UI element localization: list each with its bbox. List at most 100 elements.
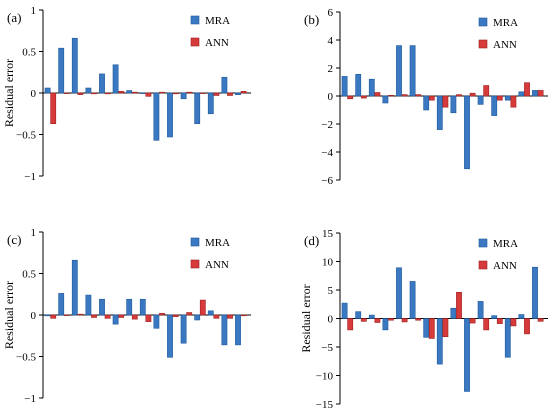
y-tick-label: −10 [316,371,334,383]
bar-mra [112,314,119,325]
y-tick-label: 0 [31,88,37,100]
bar-ann [483,85,490,97]
bar-ann [469,318,476,324]
bar-ann [347,95,354,100]
bar-mra [153,92,160,141]
bar-ann [428,318,435,339]
bar-mra [207,92,214,115]
legend-swatch-mra [190,237,200,247]
bar-mra [71,37,78,94]
bar-ann [77,92,84,95]
bar-mra [477,301,484,319]
bar-ann [213,314,220,319]
bar-mra [409,281,416,319]
chart-b: −6 −4 −2 0 2 4 6 (b) MRA ANN [304,7,548,187]
bar-mra [368,78,375,97]
y-tick-label: 0 [328,91,334,103]
bar-mra [464,95,470,170]
bar-mra [464,318,470,392]
y-tick-label: −5 [321,342,333,354]
legend: MRA ANN [478,238,518,272]
legend: MRA ANN [478,17,518,51]
y-tick-label: 2 [328,63,334,75]
bar-mra [504,95,511,101]
bar-ann [104,314,111,319]
bar-ann [347,318,354,331]
bar-mra [221,76,228,94]
bar-mra [382,95,389,104]
bar-mra [532,90,538,97]
bar-ann [415,94,422,97]
bar-mra [504,318,511,358]
bar-ann [172,314,179,317]
chart-c: −1 −0.5 0 0.5 1 (c) Residual error MRA ANN [2,227,251,405]
bar-ann [374,318,381,323]
bar-ann [63,92,70,94]
bar-ann [240,91,247,94]
bar-mra [423,318,430,338]
bar-ann [496,318,503,324]
bar-mra [436,95,443,130]
y-axis-title: Residual error [2,59,16,127]
bar-ann [159,91,165,94]
bar-ann [401,94,408,97]
bar-ann [104,92,111,95]
y-tick-label: −1 [24,171,36,183]
bar-ann [77,313,84,316]
bar-mra [409,45,416,97]
bar-mra [491,315,498,319]
bar-mra [341,76,348,97]
bar-mra [532,266,538,319]
bar-mra [167,92,173,138]
bar-mra [355,311,362,319]
bar-ann [91,314,97,318]
bar-ann [496,95,503,101]
y-tick-label: 0.5 [22,47,36,59]
bar-ann [510,318,517,327]
y-tick-label: 1 [31,5,37,17]
bar-mra [450,307,457,319]
chart-a: −1 −0.5 0 0.5 1 (a) Residual error MRA ANN [2,5,251,183]
y-tick-label: −2 [321,119,333,131]
y-tick-label: −6 [321,175,333,187]
legend-label: MRA [493,238,518,250]
bar-mra [355,74,362,97]
y-tick-label: 0 [31,310,37,322]
bar-ann [537,90,544,97]
bar-mra [235,314,241,346]
bar-ann [118,314,125,318]
legend-label: MRA [205,15,230,27]
y-tick-label: 6 [328,7,334,19]
legend-swatch-ann [478,39,488,49]
bar-ann [415,318,422,321]
bar-ann [469,92,476,97]
bar-mra [85,294,92,316]
bar-ann [145,92,152,97]
bar-mra [341,302,348,319]
bar-ann [401,318,408,323]
y-axis-title: Residual error [2,281,16,349]
bar-ann [388,95,394,97]
legend-swatch-ann [190,37,200,47]
bar-mra [518,91,525,97]
bar-mra [235,92,241,95]
bar-mra [194,314,201,321]
legend-swatch-ann [478,260,488,270]
bar-ann [537,318,544,322]
y-tick-label: 10 [322,257,334,269]
bar-mra [221,314,228,346]
bar-mra [153,314,160,329]
panel-label: (a) [7,10,21,25]
bar-ann [159,313,165,316]
bar-mra [450,95,457,114]
y-tick-label: 5 [328,285,334,297]
bar-mra [44,87,51,94]
bar-ann [50,92,57,125]
bar-ann [456,94,462,97]
legend: MRA ANN [190,237,230,271]
bar-mra [139,298,146,316]
y-axis-title: Residual error [299,284,313,352]
bar-ann [63,314,70,316]
bar-mra [99,298,105,316]
